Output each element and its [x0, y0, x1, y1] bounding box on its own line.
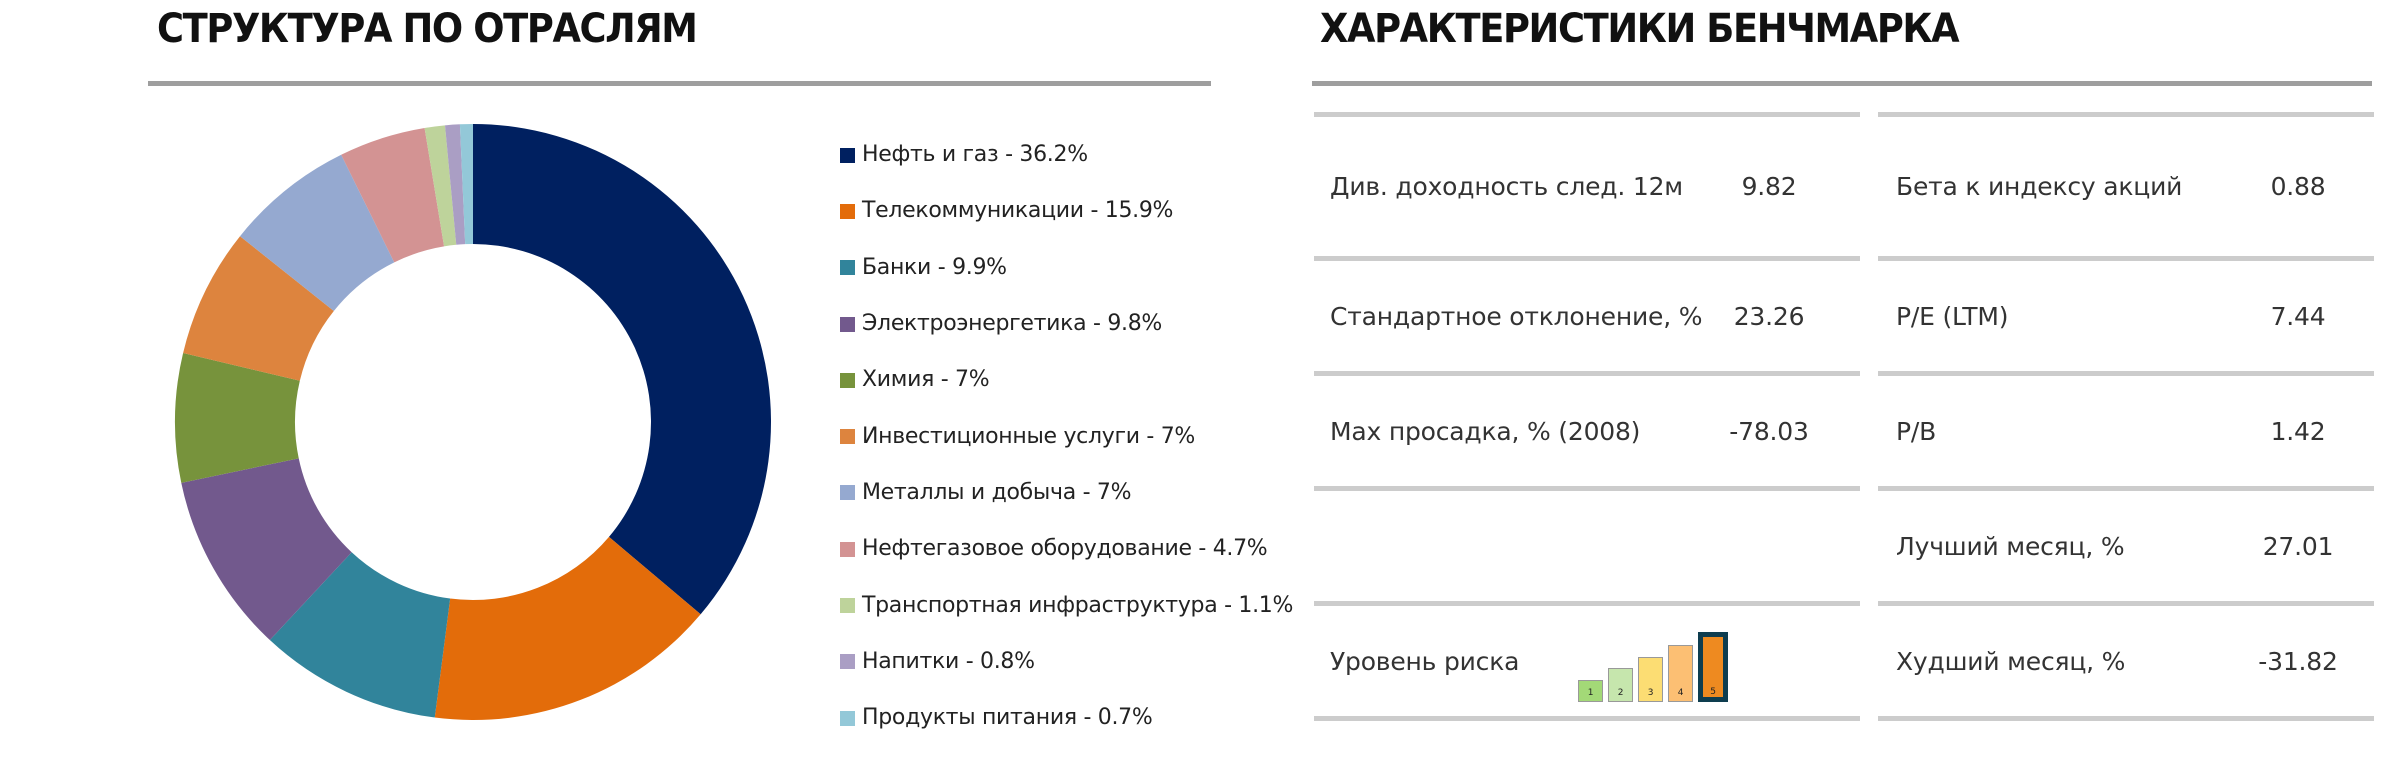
metric-value: 0.88 — [2270, 172, 2326, 201]
metric-row: Max просадка, % (2008) -78.03 — [1314, 371, 1860, 486]
legend-swatch-icon — [840, 316, 855, 332]
metrics-column-right: Бета к индексу акций 0.88 P/E (LTM) 7.44 P/B… — [1878, 112, 2374, 721]
legend-item: Химия - 7% — [840, 352, 1320, 408]
metric-value: 9.82 — [1741, 172, 1797, 201]
metric-row: Лучший месяц, % 27.01 — [1878, 486, 2374, 601]
donut-slice — [174, 352, 300, 483]
donut-slice — [444, 124, 466, 245]
legend-item: Электроэнергетика - 9.8% — [840, 296, 1320, 352]
legend-item: Нефтегазовое оборудование - 4.7% — [840, 521, 1320, 577]
legend-label: Нефтегазовое оборудование - 4.7% — [862, 536, 1268, 562]
chart-legend: Нефть и газ - 36.2% Телекоммуникации - 15… — [840, 127, 1320, 746]
structure-title: СТРУКТУРА ПО ОТРАСЛЯМ — [157, 6, 698, 52]
metric-label: Лучший месяц, % — [1896, 531, 2125, 561]
legend-swatch-icon — [840, 372, 855, 388]
metric-row: Див. доходность след. 12м 9.82 — [1314, 112, 1860, 256]
legend-label: Телекоммуникации - 15.9% — [862, 198, 1174, 224]
industry-donut-chart — [174, 124, 771, 720]
legend-swatch-icon — [840, 654, 855, 670]
legend-swatch-icon — [840, 429, 855, 445]
metric-row: Стандартное отклонение, % 23.26 — [1314, 256, 1860, 371]
legend-item: Металлы и добыча - 7% — [840, 465, 1320, 521]
metric-row — [1314, 486, 1860, 601]
metric-row: Бета к индексу акций 0.88 — [1878, 112, 2374, 256]
legend-swatch-icon — [840, 485, 855, 501]
legend-label: Электроэнергетика - 9.8% — [862, 311, 1163, 337]
metric-label: P/B — [1896, 416, 1937, 446]
metric-value: 1.42 — [2270, 416, 2326, 446]
structure-title-rule — [148, 81, 1211, 86]
donut-slice — [424, 125, 457, 247]
metric-value: 23.26 — [1733, 301, 1805, 331]
donut-slice — [181, 458, 352, 641]
metric-label: Уровень риска — [1330, 646, 1520, 676]
legend-label: Банки - 9.9% — [862, 254, 1007, 280]
risk-level-1: 1 — [1578, 680, 1603, 702]
legend-swatch-icon — [840, 598, 855, 614]
legend-item: Продукты питания - 0.7% — [840, 690, 1320, 746]
legend-item: Телекоммуникации - 15.9% — [840, 183, 1320, 239]
donut-slice — [269, 552, 451, 718]
metric-row: P/E (LTM) 7.44 — [1878, 256, 2374, 371]
metric-row: P/B 1.42 — [1878, 371, 2374, 486]
donut-slice — [183, 236, 334, 381]
metric-value: -31.82 — [2258, 646, 2338, 676]
legend-item: Нефть и газ - 36.2% — [840, 127, 1320, 183]
metric-value: 7.44 — [2270, 301, 2326, 331]
legend-label: Нефть и газ - 36.2% — [862, 142, 1088, 168]
risk-level-number: 2 — [1617, 688, 1624, 698]
metric-label: Стандартное отклонение, % — [1330, 301, 1703, 331]
risk-level-2: 2 — [1608, 668, 1633, 702]
legend-item: Банки - 9.9% — [840, 240, 1320, 296]
legend-swatch-icon — [840, 541, 855, 557]
legend-swatch-icon — [840, 147, 855, 163]
legend-label: Металлы и добыча - 7% — [862, 479, 1132, 505]
metric-label: P/E (LTM) — [1896, 301, 2009, 331]
risk-level-scale: 1 2 3 4 5 — [1578, 632, 1733, 702]
legend-label: Транспортная инфраструктура - 1.1% — [862, 592, 1294, 618]
donut-slice — [240, 154, 395, 312]
legend-item: Транспортная инфраструктура - 1.1% — [840, 577, 1320, 633]
metric-row: Худший месяц, % -31.82 — [1878, 601, 2374, 721]
metric-value: 27.01 — [2262, 531, 2334, 561]
metric-label: Max просадка, % (2008) — [1330, 416, 1641, 446]
benchmark-title: ХАРАКТЕРИСТИКИ БЕНЧМАРКА — [1320, 6, 1960, 52]
risk-level-5: 5 — [1698, 632, 1728, 702]
risk-level-3: 3 — [1638, 657, 1663, 702]
legend-label: Напитки - 0.8% — [862, 648, 1035, 674]
donut-slice — [434, 536, 701, 720]
donut-slice — [459, 124, 473, 245]
risk-level-4: 4 — [1668, 645, 1693, 702]
risk-level-number: 4 — [1677, 688, 1684, 698]
metric-row: Уровень риска 1 2 3 4 5 — [1314, 601, 1860, 721]
legend-item: Инвестиционные услуги - 7% — [840, 408, 1320, 464]
metric-label: Худший месяц, % — [1896, 646, 2126, 676]
legend-swatch-icon — [840, 260, 855, 276]
legend-item: Напитки - 0.8% — [840, 634, 1320, 690]
risk-level-number: 1 — [1587, 688, 1594, 698]
donut-slice — [341, 127, 445, 263]
metric-value: -78.03 — [1729, 416, 1809, 446]
metric-label: Див. доходность след. 12м — [1330, 172, 1683, 201]
legend-label: Инвестиционные услуги - 7% — [862, 423, 1196, 449]
legend-label: Продукты питания - 0.7% — [862, 705, 1153, 731]
legend-swatch-icon — [840, 710, 855, 726]
risk-level-number: 3 — [1647, 688, 1654, 698]
legend-swatch-icon — [840, 203, 855, 219]
legend-label: Химия - 7% — [862, 367, 990, 393]
metric-label: Бета к индексу акций — [1896, 172, 2183, 201]
metrics-column-left: Див. доходность след. 12м 9.82 Стандартное… — [1314, 112, 1860, 721]
donut-slice — [473, 124, 771, 615]
benchmark-title-rule — [1312, 81, 2372, 86]
risk-level-number: 5 — [1710, 687, 1716, 697]
